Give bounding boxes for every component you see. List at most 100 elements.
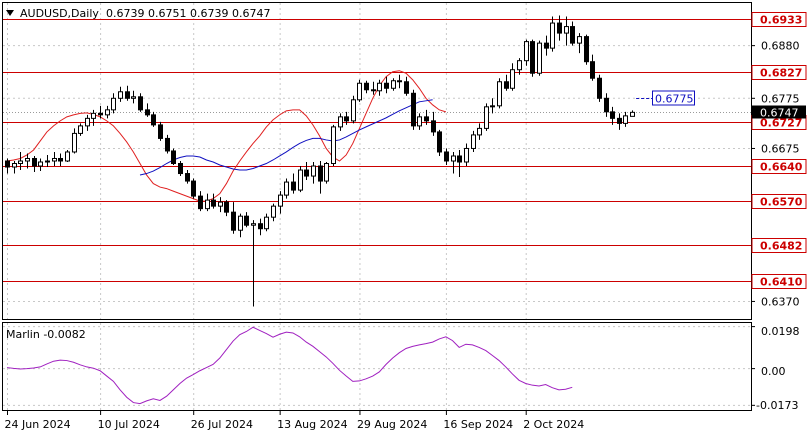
level-tag [751,274,807,289]
candle [471,130,476,152]
candle [457,149,462,178]
date-label: 24 Jun 2024 [5,418,71,431]
candle [185,170,190,184]
date-label: 26 Jul 2024 [191,418,253,431]
candle [464,143,469,167]
marker-label: 0.6775 [655,93,694,106]
candle [205,193,210,212]
candle-body-bearish [610,111,615,119]
date-axis: 24 Jun 2024 10 Jul 2024 26 Jul 2024 13 Aug … [5,411,584,431]
candle-body-bearish [437,131,442,153]
candle-body-bullish [510,69,515,89]
level-tag [751,65,807,80]
candle-body-bullish [65,151,70,162]
candle-body-bearish [145,109,150,116]
candle-body-bearish [397,80,402,83]
candle-body-bullish [564,26,569,34]
candle [497,78,502,109]
level-tag [751,194,807,209]
level-tag [751,238,807,253]
candle-body-bullish [377,82,382,92]
candle-body-bullish [331,126,336,165]
candle-body-bullish [72,132,77,153]
date-label: 13 Aug 2024 [277,418,347,431]
candle [178,161,183,177]
marker-box [652,90,695,106]
candle [444,148,449,166]
moving-averages: 0.6775 [6,70,695,202]
candle [224,200,229,217]
candle [364,80,369,94]
candle [331,124,336,167]
candle-body-bullish [118,91,123,99]
candle [91,109,96,126]
candle-body-bearish [138,96,143,111]
candle-body-bullish [284,181,289,196]
candle-body-bearish [584,36,589,63]
candle [18,151,23,171]
candle [118,86,123,102]
candle [165,134,170,154]
candle [98,105,103,119]
indicator-tick-zero: 0.00 [761,365,786,378]
candle-body-bullish [484,106,489,129]
candle-body-bullish [490,105,495,108]
level-tag [751,12,807,27]
candle-body-bullish [517,60,522,71]
level-tag [751,159,807,174]
candle [584,34,589,65]
candle [138,93,143,112]
candle [424,109,429,125]
candle-body-bearish [604,97,609,113]
candle [298,166,303,193]
candle [490,98,495,114]
candle-body-bearish [304,169,309,177]
candle [318,161,323,194]
candle [351,95,356,124]
candle-body-bullish [25,157,30,162]
candle-body-bearish [231,211,236,231]
candle [278,191,283,214]
candle-body-bullish [623,115,628,124]
candle-body-bullish [91,112,96,119]
candle-body-bullish [298,169,303,191]
candle [537,40,542,76]
candle [72,128,77,154]
marlin-line [6,326,573,405]
candle [391,78,396,91]
candle [451,151,456,174]
candle-body-bullish [38,161,43,167]
candle-body-bullish [464,147,469,163]
candles [5,15,635,307]
level-label: 0.6482 [760,240,802,253]
candle [244,212,249,228]
candle-body-bearish [198,195,203,210]
candle-body-bullish [131,96,136,99]
indicator-tick-bottom: -0.0173 [756,399,798,412]
candle-body-bearish [597,77,602,99]
date-label: 2 Oct 2024 [523,418,584,431]
candle [564,16,569,46]
candle [291,173,296,194]
candle [238,213,243,238]
price-tick-label: 0.6880 [761,40,800,53]
collapse-triangle-icon[interactable] [6,10,14,16]
candle-body-bearish [98,112,103,116]
candle-body-bullish [251,223,256,226]
candle [218,197,223,213]
candle [304,162,309,181]
candle [52,151,57,167]
candle [524,39,529,66]
candle-body-bearish [557,22,562,34]
candle-body-bearish [590,61,595,79]
candle-body-bearish [32,157,37,167]
candle-body-bearish [158,124,163,139]
candle-body-bearish [224,201,229,213]
candle [78,123,83,136]
candle-body-bullish [18,160,23,165]
candle-body-bearish [58,157,63,162]
candle-body-bullish [78,125,83,134]
candle [251,220,256,307]
indicator-label: Marlin -0.0082 [6,328,86,341]
ohlc-values: 0.6739 0.6751 0.6739 0.6747 [106,7,270,20]
